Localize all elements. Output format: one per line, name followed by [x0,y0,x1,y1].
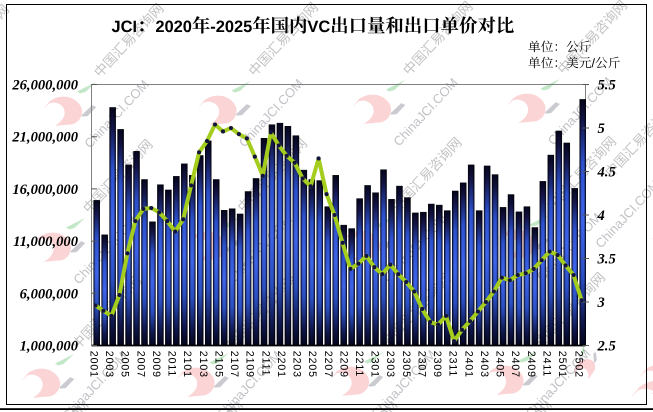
svg-text:21,000,000: 21,000,000 [11,130,78,146]
svg-text:2205: 2205 [306,351,318,378]
svg-text:5.5: 5.5 [598,78,616,94]
svg-text:2207: 2207 [322,351,334,378]
svg-text:2211: 2211 [353,351,365,377]
svg-text:2103: 2103 [197,351,209,378]
svg-text:2407: 2407 [509,351,521,378]
svg-text:26,000,000: 26,000,000 [11,78,78,94]
svg-text:2401: 2401 [462,351,474,378]
svg-text:16,000,000: 16,000,000 [12,182,78,198]
svg-text:3.5: 3.5 [597,252,616,268]
svg-text:2007: 2007 [134,351,146,378]
svg-text:4: 4 [597,208,605,224]
svg-text:2011: 2011 [166,351,178,377]
svg-text:2107: 2107 [228,351,240,378]
svg-text:2111: 2111 [259,351,271,377]
svg-text:2009: 2009 [150,351,162,378]
svg-text:2105: 2105 [212,351,224,378]
svg-text:2203: 2203 [291,351,303,378]
svg-text:2502: 2502 [573,351,585,378]
svg-text:2309: 2309 [431,351,443,378]
svg-text:2305: 2305 [400,351,412,378]
svg-text:2403: 2403 [478,351,490,378]
svg-text:11,000,000: 11,000,000 [13,234,79,250]
svg-text:2001: 2001 [87,351,99,378]
svg-text:1,000,000: 1,000,000 [20,339,79,355]
svg-text:2209: 2209 [337,351,349,378]
svg-text:2301: 2301 [369,351,381,378]
svg-text:4.5: 4.5 [597,165,616,181]
svg-text:5: 5 [598,121,605,137]
svg-text:6,000,000: 6,000,000 [20,286,79,302]
svg-text:3: 3 [597,295,605,311]
svg-text:2411: 2411 [540,351,552,377]
svg-text:2409: 2409 [525,351,537,378]
svg-text:2109: 2109 [244,351,256,378]
svg-text:2311: 2311 [447,351,459,377]
svg-text:2201: 2201 [275,351,287,378]
svg-text:2303: 2303 [384,351,396,378]
svg-text:2.5: 2.5 [597,339,616,355]
svg-text:2003: 2003 [103,351,115,378]
svg-text:2501: 2501 [556,351,568,378]
svg-text:2405: 2405 [494,351,506,378]
svg-text:2307: 2307 [415,351,427,378]
svg-text:2101: 2101 [181,351,193,378]
svg-text:2005: 2005 [119,351,131,378]
